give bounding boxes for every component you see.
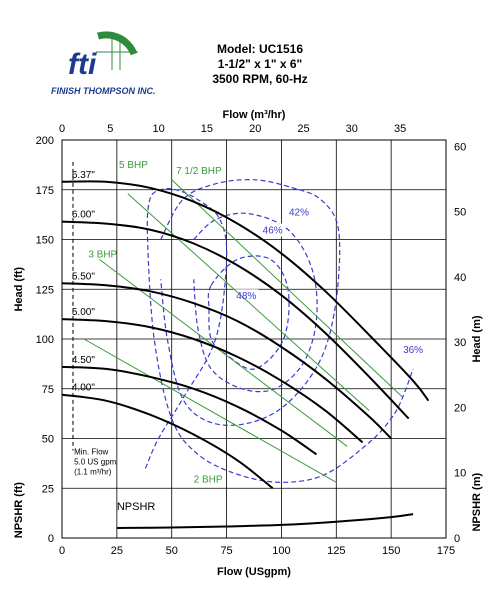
bhp-line xyxy=(127,193,370,412)
impeller-label: 4.50" xyxy=(72,355,95,366)
efficiency-contour xyxy=(207,255,290,370)
x-tick-label: 50 xyxy=(166,545,178,557)
efficiency-label: 46% xyxy=(263,226,283,237)
pump-speed: 3500 RPM, 60-Hz xyxy=(212,72,308,86)
x2-tick-label: 25 xyxy=(297,123,309,135)
bhp-line xyxy=(83,338,337,483)
impeller-curve xyxy=(61,282,392,440)
y2-tick-label: 60 xyxy=(454,141,466,153)
efficiency-label-bg xyxy=(401,342,426,356)
bhp-label: 2 BHP xyxy=(194,474,223,485)
impeller-curve xyxy=(61,220,410,420)
npshr-label: NPSHR xyxy=(117,501,156,513)
pump-title-block: Model: UC1516 1-1/2" x 1" x 6" 3500 RPM,… xyxy=(190,42,330,87)
y2-tick-label: 50 xyxy=(454,207,466,219)
x-tick-label: 175 xyxy=(437,545,455,557)
bhp-line xyxy=(99,259,348,447)
min-flow-label: (1.1 m³/hr) xyxy=(74,467,112,476)
y-tick-label: 150 xyxy=(36,235,54,247)
x2-tick-label: 10 xyxy=(152,123,164,135)
logo-mark: fti xyxy=(68,48,97,81)
x2-tick-label: 0 xyxy=(59,123,65,135)
bhp-line xyxy=(171,179,403,398)
x-tick-label: 25 xyxy=(111,545,123,557)
y-tick-label: 125 xyxy=(36,284,54,296)
impeller-curve xyxy=(61,180,430,402)
efficiency-label-bg xyxy=(260,223,285,237)
npshr-curve xyxy=(116,513,414,529)
x2-tick-label: 30 xyxy=(346,123,358,135)
y2-tick-label: 30 xyxy=(454,337,466,349)
efficiency-label: 48% xyxy=(236,291,256,302)
company-name: FINISH THOMPSON INC. xyxy=(51,86,156,96)
impeller-curve xyxy=(61,393,274,490)
efficiency-label: 42% xyxy=(289,208,309,219)
y-tick-label: 75 xyxy=(42,384,54,396)
impeller-curve xyxy=(61,318,364,444)
x-tick-label: 100 xyxy=(272,545,290,557)
x-tick-label: 150 xyxy=(382,545,400,557)
y-axis-title: Head (ft) xyxy=(13,267,25,312)
x-tick-label: 0 xyxy=(59,545,65,557)
y-tick-label: 175 xyxy=(36,185,54,197)
impeller-label: 5.00" xyxy=(72,307,95,318)
efficiency-label: 36% xyxy=(403,345,423,356)
efficiency-label-bg xyxy=(286,205,311,219)
y2-tick-label: 0 xyxy=(454,533,460,545)
impeller-curve xyxy=(61,365,318,456)
y-tick-label: 0 xyxy=(48,533,54,545)
x-tick-label: 125 xyxy=(327,545,345,557)
y-tick-label: 50 xyxy=(42,434,54,446)
y-tick-label: 25 xyxy=(42,483,54,495)
model-title: Model: UC1516 xyxy=(216,42,304,56)
x2-tick-label: 15 xyxy=(201,123,213,135)
pump-size: 1-1/2" x 1" x 6" xyxy=(217,57,303,71)
impeller-label: 5.50" xyxy=(72,271,95,282)
y2-tick-label: 20 xyxy=(454,402,466,414)
efficiency-label-bg xyxy=(234,289,259,303)
logo-arc xyxy=(97,31,138,56)
efficiency-contour xyxy=(193,212,318,393)
x2-axis-title: Flow (m³/hr) xyxy=(223,109,286,121)
efficiency-contour xyxy=(160,179,341,426)
bhp-label: 5 BHP xyxy=(119,160,148,171)
y-tick-label: 200 xyxy=(36,135,54,147)
impeller-label: 4.00" xyxy=(72,383,95,394)
y-tick-label: 100 xyxy=(36,334,54,346)
x2-tick-label: 20 xyxy=(249,123,261,135)
x-axis-title: Flow (USgpm) xyxy=(217,566,291,578)
y2-axis-title-lower: NPSHR (m) xyxy=(471,473,483,532)
y2-axis-title: Head (m) xyxy=(471,315,483,362)
impeller-label: 6.00" xyxy=(72,210,95,221)
x-tick-label: 75 xyxy=(220,545,232,557)
bhp-label: 3 BHP xyxy=(88,249,117,260)
y2-tick-label: 10 xyxy=(454,468,466,480)
impeller-label: 6.37" xyxy=(72,170,95,181)
x2-tick-label: 5 xyxy=(107,123,113,135)
x2-tick-label: 35 xyxy=(394,123,406,135)
min-flow-label: 5.0 US gpm xyxy=(74,457,117,466)
company-logo: fti FINISH THOMPSON INC. xyxy=(51,31,156,96)
efficiency-contour xyxy=(144,187,414,483)
plot-frame xyxy=(61,139,447,539)
min-flow-label: Min. Flow xyxy=(74,447,108,456)
y2-tick-label: 40 xyxy=(454,272,466,284)
bhp-label: 7 1/2 BHP xyxy=(176,166,222,177)
y-axis-title-lower: NPSHR (ft) xyxy=(13,482,25,539)
